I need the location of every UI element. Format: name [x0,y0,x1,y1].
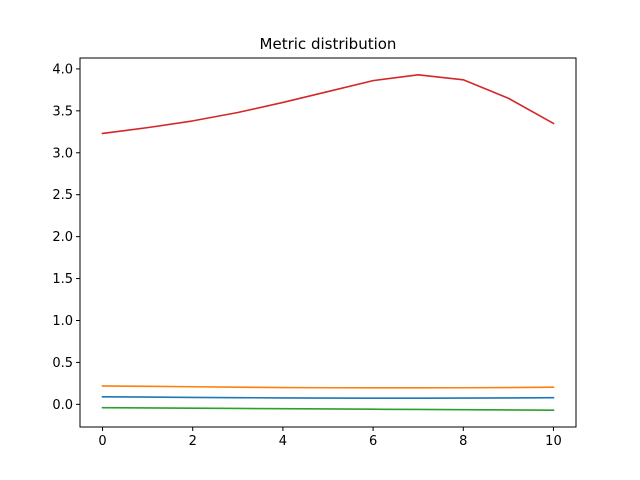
series-line-4 [101,73,555,135]
y-tick-label: 4.0 [52,62,73,77]
y-tick-label: 3.5 [52,104,73,119]
x-tick-label: 2 [189,434,197,449]
y-axis-ticks: 0.0 0.5 1.0 1.5 2.0 2.5 3.0 3.5 4.0 [52,62,80,413]
series-line-1 [101,396,555,399]
series-lines [101,73,555,412]
x-axis-ticks: 0 2 4 6 8 10 [98,427,562,449]
y-tick-label: 2.5 [52,188,73,203]
y-tick-label: 1.0 [52,314,73,329]
series-line-3 [101,406,555,412]
y-tick-label: 0.5 [52,356,73,371]
x-tick-label: 6 [369,434,377,449]
y-tick-label: 3.0 [52,146,73,161]
series-line-2 [101,385,555,389]
x-tick-label: 8 [459,434,467,449]
y-tick-label: 1.5 [52,272,73,287]
y-tick-label: 2.0 [52,230,73,245]
y-tick-label: 0.0 [52,398,73,413]
x-tick-label: 0 [98,434,106,449]
x-tick-label: 4 [279,434,287,449]
x-tick-label: 10 [545,434,562,449]
chart-title: Metric distribution [260,35,397,53]
plot-area-frame [79,57,577,428]
